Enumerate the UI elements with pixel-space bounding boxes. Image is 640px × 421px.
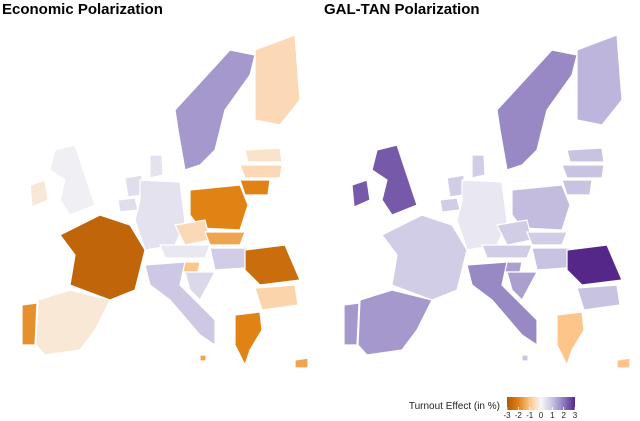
country — [506, 271, 539, 301]
legend-tick-label: 1 — [550, 411, 555, 420]
legend-tick-label: 2 — [561, 411, 566, 420]
country — [174, 49, 256, 171]
country — [239, 179, 271, 196]
country — [21, 302, 38, 346]
country — [189, 184, 249, 231]
country — [456, 179, 508, 251]
country — [204, 231, 246, 246]
country — [35, 289, 111, 356]
country — [496, 49, 578, 171]
country — [199, 354, 207, 362]
country — [134, 179, 186, 251]
country — [566, 244, 623, 286]
panel-map — [343, 34, 631, 369]
legend-tick-label: -3 — [503, 411, 511, 420]
country — [531, 247, 571, 271]
legend-bar — [507, 397, 575, 410]
country — [357, 289, 433, 356]
legend-tick-label: 0 — [539, 411, 544, 420]
country — [29, 179, 49, 208]
country — [576, 284, 621, 311]
country — [343, 302, 360, 346]
country — [234, 311, 263, 367]
country — [616, 357, 631, 369]
country — [144, 261, 216, 347]
country — [117, 197, 139, 213]
country — [244, 147, 283, 163]
country — [576, 34, 623, 126]
country — [521, 354, 529, 362]
country — [471, 154, 486, 179]
panel-title: GAL-TAN Polarization — [324, 1, 480, 18]
country — [159, 244, 211, 259]
country — [184, 271, 217, 301]
country — [244, 244, 301, 286]
country — [59, 214, 146, 301]
country — [254, 284, 299, 311]
country — [371, 144, 418, 216]
country — [209, 247, 249, 271]
country — [351, 179, 371, 208]
legend-tick-label: -2 — [515, 411, 523, 420]
panels: Economic Polarization GAL-TAN Polarizatio… — [2, 1, 631, 369]
country — [466, 261, 538, 347]
country — [381, 214, 468, 301]
country — [526, 231, 568, 246]
legend-tick-label: -1 — [526, 411, 534, 420]
country — [556, 311, 585, 367]
country — [294, 357, 309, 369]
panel-title: Economic Polarization — [2, 1, 163, 18]
panel-map — [21, 34, 309, 369]
country — [481, 244, 533, 259]
country — [561, 179, 593, 196]
country — [149, 154, 164, 179]
country — [254, 34, 301, 126]
country — [561, 164, 605, 179]
country — [439, 197, 461, 213]
legend-title: Turnout Effect (in %) — [409, 401, 500, 412]
legend-tick-label: 3 — [573, 411, 578, 420]
country — [49, 144, 96, 216]
country — [566, 147, 605, 163]
country — [511, 184, 571, 231]
country — [239, 164, 283, 179]
